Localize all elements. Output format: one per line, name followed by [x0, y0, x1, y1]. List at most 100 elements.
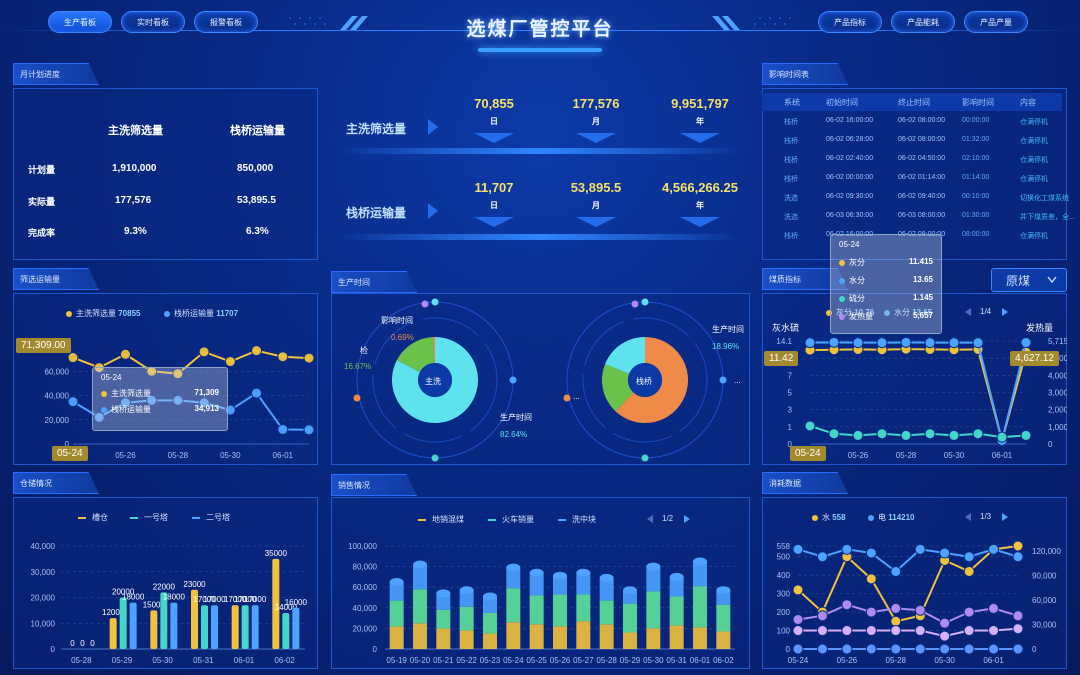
tooltip-value: 13.65	[912, 275, 933, 284]
pager-prev-icon[interactable]	[963, 307, 973, 317]
legend-item[interactable]: 地销混煤	[418, 514, 464, 525]
kpi-unit: 月	[592, 117, 600, 126]
x-tick-label: 05-28	[886, 656, 907, 665]
donut-label: ...	[734, 376, 741, 385]
plan-cell: 177,576	[115, 195, 152, 206]
tooltip-dot	[101, 406, 107, 413]
table-cell: 02:10:00	[962, 155, 990, 162]
header-divider	[0, 30, 1080, 31]
plan-col-trestle: 栈桥运输量	[230, 125, 285, 137]
bar-segment	[599, 624, 614, 649]
tooltip-dot	[839, 259, 845, 266]
donut-center-label: 主洗	[425, 377, 441, 386]
y-axis-pointer-badge: 11.42	[764, 351, 799, 366]
x-tick-label: 05-31	[666, 656, 687, 665]
legend-item[interactable]: 栈桥运输量 11707	[164, 308, 238, 319]
y-tick-label: 30,000	[31, 568, 56, 577]
nav-production-board[interactable]: 生产看板	[48, 11, 112, 33]
data-point	[119, 348, 131, 360]
data-point	[890, 615, 902, 627]
bar	[129, 602, 137, 649]
bar-value-label: 0	[70, 639, 75, 648]
table-cell: 00:10:00	[962, 193, 990, 200]
bar-value-label: 12000	[102, 608, 125, 617]
tooltip-row: 发热量 5,657	[839, 311, 933, 322]
data-point	[1012, 551, 1024, 563]
bar	[150, 610, 158, 649]
title-underline	[478, 48, 602, 52]
coal-type-select[interactable]: 原煤	[991, 268, 1067, 292]
bar-segment	[553, 626, 567, 649]
y2-axis-pointer-badge: 4,627.12	[1010, 351, 1059, 366]
data-point	[198, 397, 210, 409]
y-tick-label: 1	[788, 423, 793, 432]
table-cell: 洗选	[784, 195, 798, 202]
pager-prev-icon[interactable]	[963, 512, 973, 522]
bar-segment	[576, 572, 591, 595]
x-tick-label: 05-25	[526, 656, 547, 665]
legend-swatch	[488, 518, 496, 521]
impact-title: 影响时间表	[762, 63, 848, 85]
data-point	[792, 643, 804, 655]
bar-segment	[716, 631, 731, 649]
data-point	[172, 394, 184, 406]
legend-item[interactable]: 火车销量	[488, 514, 534, 525]
tooltip-dot	[839, 295, 845, 302]
table-cell: 06-02 08:00:00	[898, 117, 946, 124]
x-tick-label: 05-29	[620, 656, 641, 665]
data-point	[93, 411, 105, 423]
x-tick-label: 06-01	[234, 656, 255, 665]
legend-swatch	[558, 518, 566, 521]
bar-segment	[413, 564, 427, 590]
legend-item[interactable]: 槽仓	[78, 512, 108, 523]
pager-next-icon[interactable]	[1000, 512, 1010, 522]
pedestal-arrow	[576, 133, 616, 143]
ring-marker	[421, 300, 429, 308]
y-tick-label: 100	[777, 627, 791, 636]
legend-label: 电	[878, 513, 886, 522]
legend-item[interactable]: 灰分 10.76	[826, 307, 874, 318]
pager-next-icon[interactable]	[682, 514, 692, 524]
y-tick-label: 0	[65, 440, 70, 449]
legend-label: 栈桥运输量	[174, 309, 214, 318]
y-tick-label: 0	[51, 645, 56, 654]
pager-label: 1/4	[980, 307, 992, 316]
pedestal-arrow	[576, 217, 616, 227]
data-point	[1012, 643, 1024, 655]
data-point	[988, 643, 1000, 655]
y-tick-label: 20,000	[353, 624, 378, 633]
data-point	[865, 547, 877, 559]
bar	[282, 612, 290, 649]
quality-tooltip: 05-24 灰分 11.415 水分 13.65 硫分 1.145 发热量 5,657	[830, 234, 942, 334]
legend-item[interactable]: 水分 13.65	[884, 307, 932, 318]
bar-segment	[716, 590, 731, 605]
bar-segment	[389, 600, 404, 627]
pager-next-icon[interactable]	[1000, 307, 1010, 317]
table-cell: 06-03 08:00:00	[898, 212, 946, 219]
bar-cap	[436, 589, 451, 598]
legend-item[interactable]: 电 114210	[868, 512, 915, 523]
legend-item[interactable]: 一号塔	[130, 512, 168, 523]
data-point	[865, 606, 877, 618]
pager-prev-icon[interactable]	[645, 514, 655, 524]
table-cell: 06-02 09:40:00	[898, 193, 946, 200]
x-tick-label: 05-24	[503, 656, 524, 665]
legend-item[interactable]: 洗中块	[558, 514, 596, 525]
bar	[160, 592, 168, 649]
nav-alarm-board[interactable]: 报警看板	[194, 11, 258, 33]
legend-item[interactable]: 主洗筛选量 70855	[66, 308, 140, 319]
nav-product-energy[interactable]: 产品能耗	[891, 11, 955, 33]
y2-tick-label: 3,000	[1048, 389, 1067, 398]
legend-item[interactable]: 水 558	[812, 512, 846, 523]
nav-product-output[interactable]: 产品产量	[964, 11, 1028, 33]
x-tick-label: 05-22	[456, 656, 477, 665]
table-cell: 井下煤质差，全...	[1020, 214, 1075, 221]
data-point	[890, 565, 902, 577]
y-tick-label: 300	[777, 590, 791, 599]
nav-realtime-board[interactable]: 实时看板	[121, 11, 185, 33]
data-point	[852, 337, 864, 349]
legend-item[interactable]: 二号塔	[192, 512, 230, 523]
bar-value-label: 0	[80, 639, 85, 648]
nav-product-indicator[interactable]: 产品指标	[818, 11, 882, 33]
tooltip-row: 灰分 11.415	[839, 257, 933, 268]
